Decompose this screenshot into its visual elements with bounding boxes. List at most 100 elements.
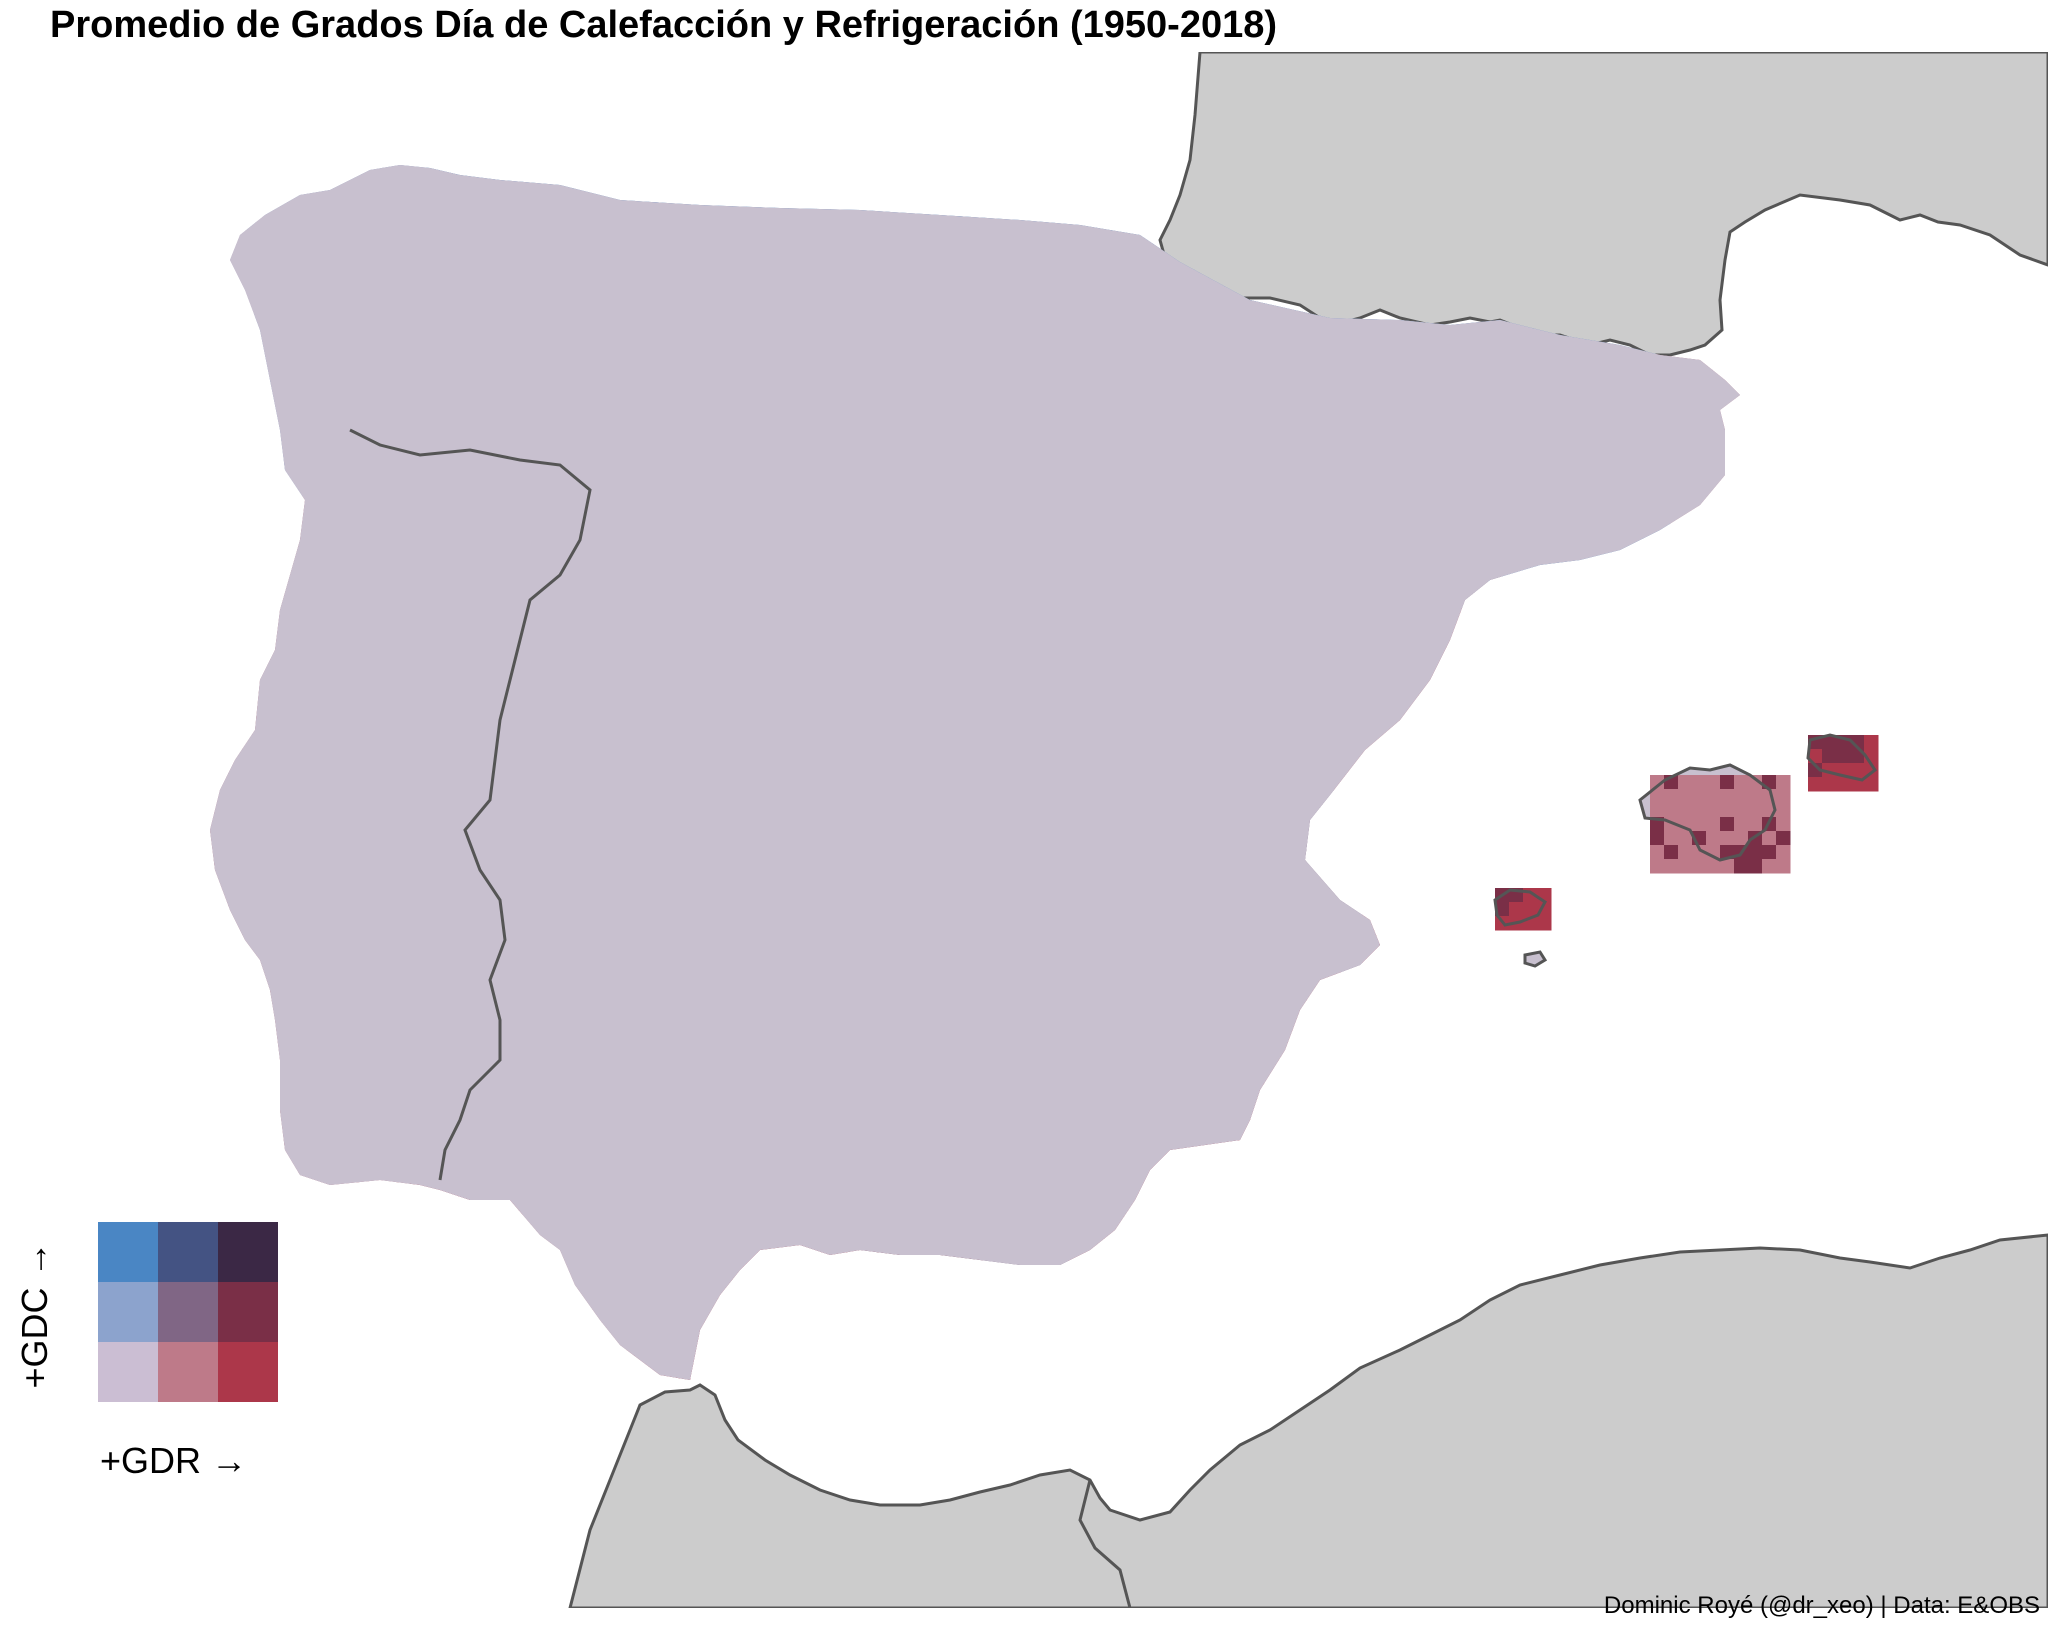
heatmap-cell xyxy=(1474,636,1489,651)
heatmap-cell xyxy=(228,165,243,175)
heatmap-cell xyxy=(1124,216,1139,231)
heatmap-cell xyxy=(1698,734,1713,749)
heatmap-cell xyxy=(1502,748,1517,763)
heatmap-cell xyxy=(1474,594,1489,609)
heatmap-cell xyxy=(690,188,705,203)
heatmap-cell xyxy=(210,636,215,651)
heatmap-cell xyxy=(1740,538,1755,553)
heatmap-cell xyxy=(1670,664,1685,679)
heatmap-cell xyxy=(242,356,257,371)
heatmap-cell xyxy=(256,538,271,553)
heatmap-cell xyxy=(858,165,873,175)
heatmap-cell xyxy=(214,510,229,525)
heatmap-cell xyxy=(1726,552,1740,567)
heatmap-cell xyxy=(214,524,229,539)
heatmap-cell xyxy=(1600,762,1615,777)
heatmap-cell xyxy=(1586,566,1601,581)
heatmap-cell xyxy=(256,650,271,665)
heatmap-cell xyxy=(1698,524,1713,539)
heatmap-cell xyxy=(1614,566,1629,581)
heatmap-cell xyxy=(1698,678,1713,693)
heatmap-cell xyxy=(1586,734,1601,749)
heatmap-cell xyxy=(256,510,271,525)
heatmap-cell xyxy=(242,398,257,413)
heatmap-cell xyxy=(956,188,971,203)
heatmap-cell xyxy=(1166,174,1181,189)
heatmap-cell xyxy=(1642,608,1657,623)
heatmap-cell xyxy=(1614,608,1629,623)
heatmap-cell xyxy=(1418,748,1433,763)
heatmap-cell xyxy=(1460,664,1475,679)
heatmap-cell xyxy=(1558,580,1573,595)
heatmap-cell xyxy=(228,188,243,203)
heatmap-cell xyxy=(1698,510,1713,525)
heatmap-cell xyxy=(1740,370,1755,385)
heatmap-cell xyxy=(1516,720,1531,735)
heatmap-cell xyxy=(242,692,257,707)
heatmap-cell xyxy=(1530,580,1545,595)
heatmap-cell xyxy=(210,202,215,217)
heatmap-cell xyxy=(210,608,215,623)
heatmap-cell xyxy=(1754,244,1769,259)
heatmap-cell xyxy=(634,188,649,203)
heatmap-cell xyxy=(214,272,229,287)
heatmap-cell xyxy=(1698,622,1713,637)
heatmap-cell xyxy=(228,482,243,497)
heatmap-cell xyxy=(256,552,271,567)
heatmap-cell xyxy=(1656,636,1671,651)
heatmap-cell xyxy=(1474,650,1489,665)
heatmap-cell xyxy=(1474,748,1489,763)
heatmap-cell xyxy=(242,482,257,497)
heatmap-cell xyxy=(1670,720,1685,735)
heatmap-cell xyxy=(210,412,215,427)
heatmap-cell xyxy=(1684,692,1699,707)
heatmap-cell xyxy=(228,678,243,693)
heatmap-cell xyxy=(1656,678,1671,693)
heatmap-cell xyxy=(210,342,215,357)
heatmap-cell xyxy=(228,202,243,217)
heatmap-cell xyxy=(1754,454,1769,469)
heatmap-cell xyxy=(242,566,257,581)
heatmap-cell xyxy=(1726,314,1740,329)
heatmap-cell xyxy=(210,258,215,273)
heatmap-cell xyxy=(1670,650,1685,665)
heatmap-cell xyxy=(1754,342,1769,357)
heatmap-cell xyxy=(1726,636,1740,651)
heatmap-cell xyxy=(210,356,215,371)
heatmap-cell xyxy=(704,174,719,189)
france-landmass xyxy=(1158,52,2048,357)
heatmap-cell xyxy=(1726,482,1740,497)
heatmap-cell xyxy=(284,510,299,525)
heatmap-cell xyxy=(242,412,257,427)
heatmap-cell xyxy=(1572,594,1587,609)
heatmap-cell xyxy=(214,258,229,273)
heatmap-cell xyxy=(1754,636,1769,651)
heatmap-cell xyxy=(676,174,691,189)
heatmap-cell xyxy=(284,524,299,539)
heatmap-cell xyxy=(1670,524,1685,539)
heatmap-cell xyxy=(886,174,901,189)
heatmap-cell xyxy=(1474,664,1489,679)
heatmap-cell xyxy=(1670,706,1685,721)
heatmap-cell xyxy=(1558,748,1573,763)
heatmap-cell xyxy=(214,748,229,763)
heatmap-cell xyxy=(1726,706,1740,721)
heatmap-cell xyxy=(1740,300,1755,315)
heatmap-cell xyxy=(1446,706,1461,721)
heatmap-cell xyxy=(214,692,229,707)
heatmap-cell xyxy=(1488,692,1503,707)
heatmap-cell xyxy=(1740,552,1755,567)
heatmap-cell xyxy=(1684,734,1699,749)
heatmap-cell xyxy=(1628,566,1643,581)
heatmap-cell xyxy=(1740,426,1755,441)
heatmap-cell xyxy=(1642,594,1657,609)
heatmap-cell xyxy=(228,538,243,553)
heatmap-cell xyxy=(1754,356,1769,371)
heatmap-cell xyxy=(214,580,229,595)
heatmap-cell xyxy=(1600,692,1615,707)
heatmap-cell xyxy=(1698,538,1713,553)
heatmap-cell xyxy=(1726,594,1740,609)
heatmap-cell xyxy=(214,706,229,721)
heatmap-cell xyxy=(270,566,285,581)
heatmap-cell xyxy=(1754,762,1769,777)
